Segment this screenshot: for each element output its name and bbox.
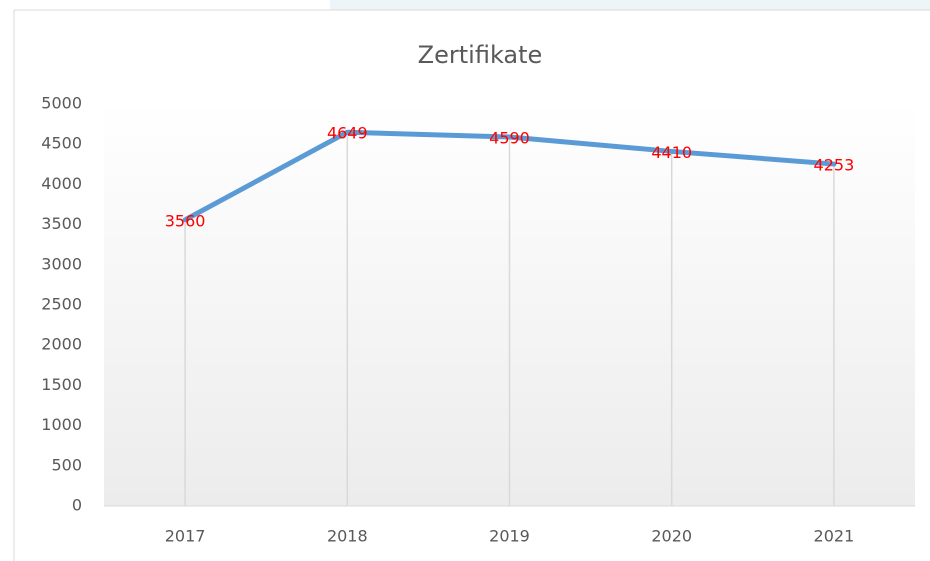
y-tick-label: 0	[72, 496, 82, 515]
x-tick-label: 2021	[814, 527, 855, 546]
y-tick-label: 4500	[41, 134, 82, 153]
data-label: 4649	[327, 124, 368, 143]
y-tick-label: 4000	[41, 174, 82, 193]
chart-title: Zertifikate	[418, 41, 543, 69]
x-tick-label: 2017	[165, 527, 206, 546]
y-tick-label: 3000	[41, 254, 82, 273]
background-strip	[330, 0, 930, 10]
data-label: 3560	[165, 211, 206, 230]
y-tick-label: 5000	[41, 94, 82, 113]
y-tick-label: 2500	[41, 295, 82, 314]
data-label: 4253	[814, 156, 855, 175]
y-tick-label: 1000	[41, 415, 82, 434]
y-tick-label: 2000	[41, 335, 82, 354]
x-tick-label: 2020	[651, 527, 692, 546]
data-label: 4410	[651, 143, 692, 162]
y-tick-label: 3500	[41, 214, 82, 233]
y-tick-label: 500	[51, 455, 82, 474]
x-tick-label: 2019	[489, 527, 530, 546]
data-label: 4590	[489, 128, 530, 147]
x-tick-label: 2018	[327, 527, 368, 546]
series-line	[182, 129, 837, 223]
y-tick-label: 1500	[41, 375, 82, 394]
